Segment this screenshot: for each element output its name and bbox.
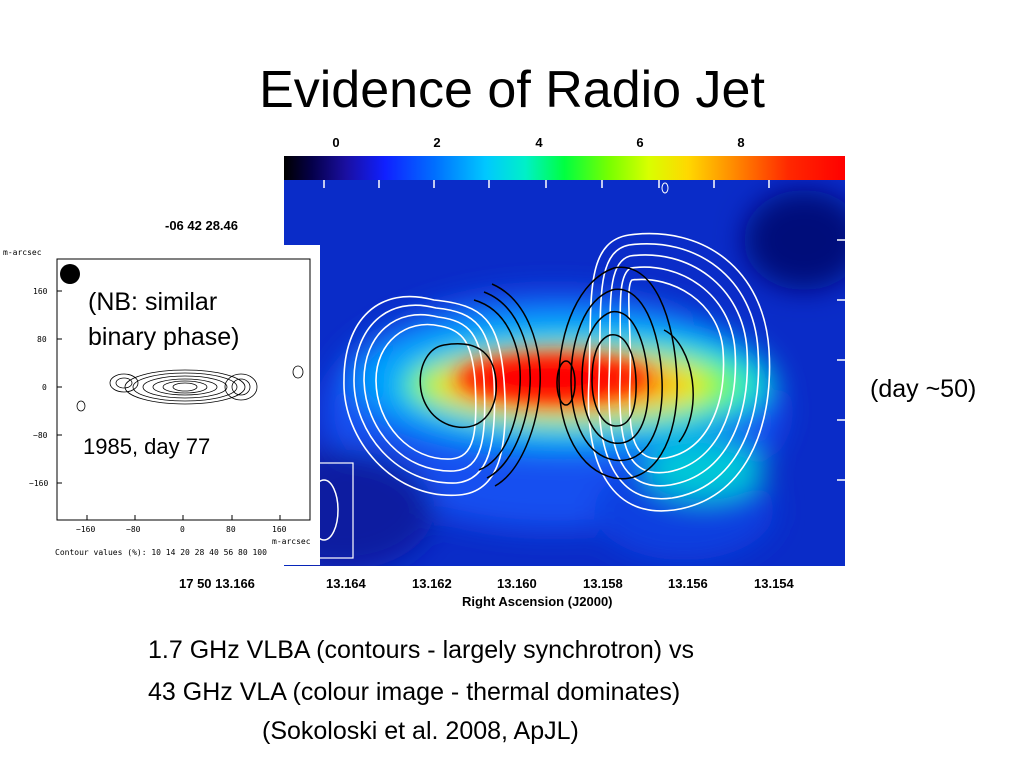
inset-1985-image: m-arcsec 160 80 0 −80 −160 −160 −80 0 80… — [0, 245, 320, 565]
ra-tick-label: 13.154 — [754, 576, 794, 591]
day-note: (day ~50) — [870, 375, 977, 403]
ra-tick-label: 17 50 13.166 — [179, 576, 255, 591]
inset-y-tick: 0 — [42, 383, 47, 392]
note-line: binary phase) — [88, 323, 240, 351]
ra-axis-label: Right Ascension (J2000) — [462, 594, 613, 609]
declination-label: -06 42 28.46 — [165, 218, 239, 233]
caption-line: (Sokoloski et al. 2008, ApJL) — [262, 717, 579, 745]
inset-y-tick: −160 — [29, 479, 49, 488]
inset-caption: 1985, day 77 — [83, 434, 211, 459]
inset-x-tick: −80 — [126, 525, 141, 534]
colorbar-tick-label: 0 — [332, 135, 340, 150]
inset-contour-values: Contour values (%): 10 14 20 28 40 56 80… — [55, 548, 267, 557]
colorbar-tick-label: 6 — [636, 135, 644, 150]
ra-tick-label: 13.160 — [497, 576, 537, 591]
inset-x-unit: m-arcsec — [272, 537, 311, 546]
ra-tick-label: 13.162 — [412, 576, 452, 591]
inset-y-tick: 160 — [33, 287, 48, 296]
ra-tick-label: 13.164 — [326, 576, 366, 591]
ra-tick-label: 13.158 — [583, 576, 623, 591]
slide-title: Evidence of Radio Jet — [259, 61, 765, 119]
inset-y-unit: m-arcsec — [3, 248, 42, 257]
colorbar-tick-label: 4 — [535, 135, 543, 150]
inset-y-tick: −80 — [33, 431, 48, 440]
caption-line: 1.7 GHz VLBA (contours - largely synchro… — [148, 636, 695, 664]
colorbar — [284, 156, 845, 180]
binary-phase-note: (NB: similar binary phase) — [88, 285, 239, 355]
colorbar-tick-label: 2 — [433, 135, 441, 150]
caption-line: 43 GHz VLA (colour image - thermal domin… — [148, 678, 681, 706]
colorbar-tick-label: 8 — [737, 135, 745, 150]
inset-x-tick: 0 — [180, 525, 185, 534]
inset-y-tick: 80 — [37, 335, 47, 344]
ra-tick-label: 13.156 — [668, 576, 708, 591]
inset-contour-plot — [56, 258, 311, 521]
radio-jet-image — [284, 180, 845, 566]
inset-x-tick: −160 — [76, 525, 96, 534]
inset-x-tick: 80 — [226, 525, 236, 534]
note-line: (NB: similar — [88, 288, 218, 316]
inset-x-tick: 160 — [272, 525, 287, 534]
